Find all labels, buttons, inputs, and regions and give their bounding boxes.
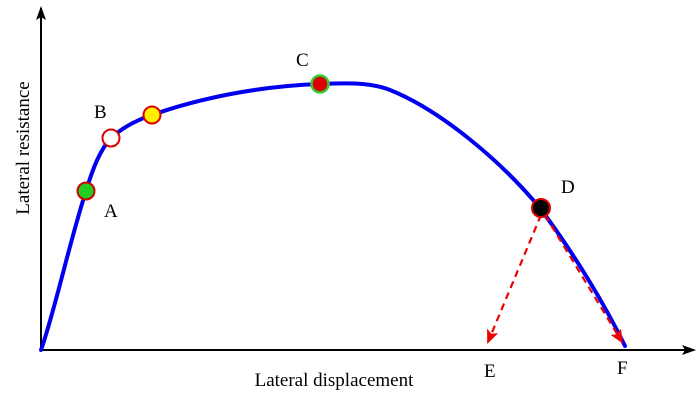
point-d-label: D <box>561 177 575 198</box>
yield-point-marker <box>144 107 161 124</box>
point-f-label: F <box>617 358 628 379</box>
point-b-marker <box>103 130 120 147</box>
point-a-label: A <box>104 201 118 222</box>
point-b-label: B <box>94 102 107 123</box>
point-c-label: C <box>296 50 309 71</box>
point-c-marker <box>312 76 329 93</box>
point-d-marker <box>532 199 550 217</box>
point-e-label: E <box>484 361 496 382</box>
x-axis-label: Lateral displacement <box>255 370 415 391</box>
point-a-marker <box>78 183 95 200</box>
unloading-path-d-to-e <box>488 215 541 342</box>
y-axis-label: Lateral resistance <box>13 81 34 214</box>
